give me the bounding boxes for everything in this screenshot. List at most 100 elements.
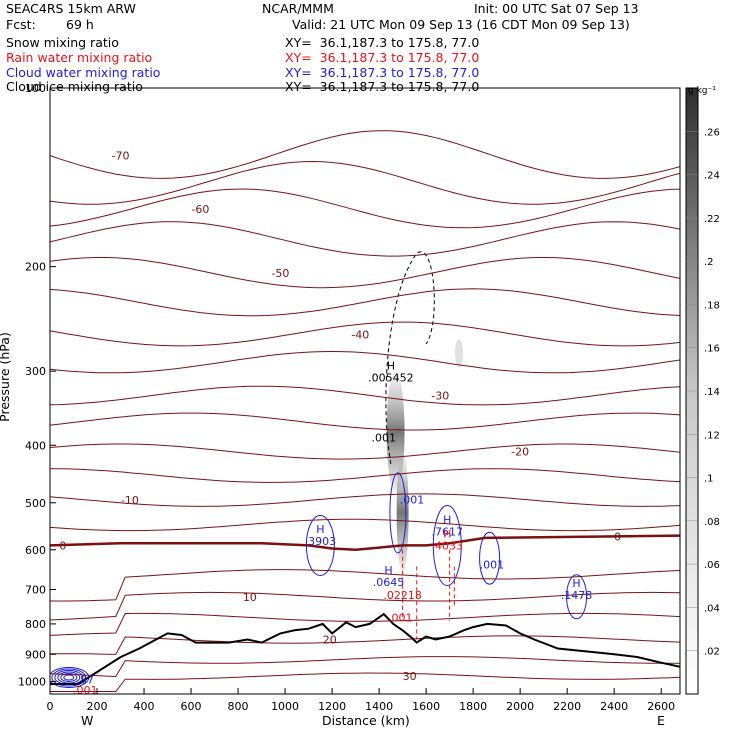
- ice-contour: [385, 251, 435, 465]
- x-tick-label: 2200: [553, 700, 581, 713]
- temperature-contour-label: -60: [191, 203, 209, 216]
- x-tick-label: 0: [47, 700, 54, 713]
- temperature-contour: [50, 569, 680, 602]
- snow-shading: [396, 452, 409, 573]
- snow-shading: [455, 339, 464, 368]
- colorbar-tick-label: .12: [704, 430, 720, 441]
- x-tick-label: 800: [228, 700, 249, 713]
- maximum-marker: H: [387, 359, 395, 372]
- fcst-label: Fcst:: [6, 17, 36, 32]
- colorbar-tick-label: .2: [704, 257, 714, 268]
- y-tick-label: 300: [25, 365, 46, 378]
- field-name-rain: Rain water mixing ratio: [6, 50, 153, 65]
- colorbar-tick-label: .02: [704, 647, 720, 658]
- maximum-marker: H: [384, 564, 392, 577]
- field-xy-ice: XY= 36.1,187.3 to 175.8, 77.0: [285, 79, 480, 94]
- freezing-level-line: [50, 534, 680, 552]
- contour-value-label: .4033: [432, 539, 464, 552]
- y-tick-label: 100: [25, 82, 46, 95]
- contour-value-label: .0645: [373, 576, 405, 589]
- temperature-contour-label: -40: [351, 328, 369, 341]
- x-tick-label: 400: [134, 700, 155, 713]
- colorbar-tick-label: .08: [704, 517, 720, 528]
- colorbar-tick-label: .22: [704, 214, 720, 225]
- temperature-contour-label: -10: [121, 494, 139, 507]
- y-tick-label: 900: [25, 648, 46, 661]
- temperature-contour-label: -30: [431, 390, 449, 403]
- temperature-contour: [50, 493, 680, 507]
- field-name-ice: Cloud ice mixing ratio: [6, 79, 143, 94]
- cloud-water-contour: [60, 673, 78, 683]
- init-time: Init: 00 UTC Sat 07 Sep 13: [474, 1, 639, 16]
- temperature-contour-label: 10: [243, 591, 257, 604]
- temperature-contour: [50, 672, 680, 692]
- y-tick-label: 200: [25, 261, 46, 274]
- freezing-level-label: 0: [614, 531, 621, 544]
- temperature-contour: [50, 321, 680, 347]
- x-tick-label: 1600: [412, 700, 440, 713]
- temperature-contour: [50, 160, 680, 205]
- east-label: E: [657, 713, 665, 728]
- contour-value-label: .001: [480, 558, 505, 571]
- terrain-line: [50, 612, 680, 685]
- cloud-water-contour: [566, 574, 588, 620]
- y-tick-label: 800: [25, 618, 46, 631]
- temperature-contour: [50, 350, 680, 374]
- temperature-contour: [50, 412, 680, 431]
- x-tick-label: 600: [181, 700, 202, 713]
- temperature-contour: [50, 468, 680, 483]
- contour-value-label: .87: [77, 674, 95, 687]
- temperature-contour: [50, 288, 680, 317]
- org-title: NCAR/MMM: [262, 1, 334, 16]
- temperature-contour: [50, 130, 680, 179]
- maximum-marker: H: [443, 527, 451, 540]
- temperature-contour: [50, 385, 680, 406]
- temperature-contour: [50, 656, 680, 678]
- field-name-snow: Snow mixing ratio: [6, 35, 119, 50]
- x-tick-label: 1200: [318, 700, 346, 713]
- cloud-water-contour: [63, 674, 75, 681]
- colorbar-tick-label: .06: [704, 560, 720, 571]
- temperature-contour: [50, 443, 680, 460]
- maximum-marker: H: [316, 523, 324, 536]
- maximum-marker: H: [572, 577, 580, 590]
- temperature-contour-label: -70: [112, 150, 130, 163]
- temperature-contour-label: -50: [271, 267, 289, 280]
- field-name-cloud: Cloud water mixing ratio: [6, 65, 161, 80]
- contour-value-label: .1478: [561, 589, 593, 602]
- field-xy-rain: XY= 36.1,187.3 to 175.8, 77.0: [285, 50, 480, 65]
- colorbar-tick-label: .16: [704, 344, 720, 355]
- colorbar-tick-label: .14: [704, 387, 720, 398]
- x-tick-label: 1000: [271, 700, 299, 713]
- contour-value-label: .001: [372, 431, 397, 444]
- cloud-water-contour: [389, 472, 407, 554]
- temperature-contour-label: -20: [511, 446, 529, 459]
- temperature-contour-label: 30: [403, 670, 417, 683]
- x-tick-label: 1800: [459, 700, 487, 713]
- x-tick-label: 1400: [365, 700, 393, 713]
- x-tick-label: 2600: [647, 700, 675, 713]
- temperature-contour: [50, 612, 680, 636]
- west-label: W: [81, 713, 94, 728]
- contour-value-label: .3903: [305, 535, 337, 548]
- x-tick-label: 2000: [506, 700, 534, 713]
- colorbar-tick-label: .18: [704, 300, 720, 311]
- y-tick-label: 500: [25, 497, 46, 510]
- temperature-contour: [50, 591, 680, 621]
- temperature-contour: [50, 188, 680, 229]
- y-tick-label: 600: [25, 544, 46, 557]
- temperature-contour: [50, 635, 680, 655]
- contour-value-label: .005452: [368, 371, 414, 384]
- contour-value-label: .001: [388, 612, 413, 625]
- x-axis-title: Distance (km): [322, 713, 410, 728]
- cloud-water-contour: [479, 531, 501, 585]
- field-xy-cloud: XY= 36.1,187.3 to 175.8, 77.0: [285, 65, 480, 80]
- temperature-contour-label: 20: [323, 634, 337, 647]
- contour-value-label: .7617: [432, 526, 464, 539]
- colorbar-tick-label: .24: [704, 171, 720, 182]
- valid-time: Valid: 21 UTC Mon 09 Sep 13 (16 CDT Mon …: [292, 17, 630, 32]
- freezing-level-label: 0: [59, 539, 66, 552]
- contour-value-label: .02218: [383, 589, 422, 602]
